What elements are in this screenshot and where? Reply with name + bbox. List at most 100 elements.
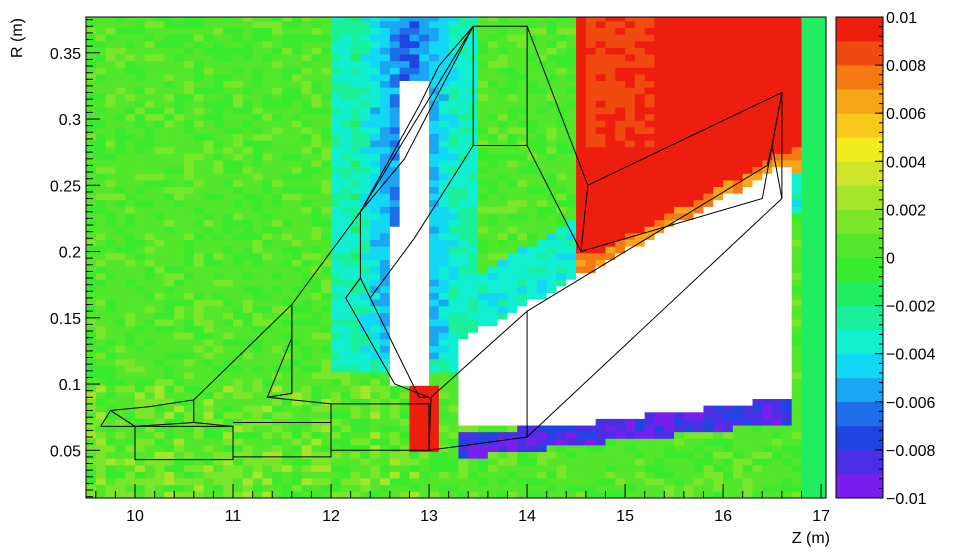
heatmap-cell bbox=[242, 285, 254, 294]
heatmap-cell bbox=[507, 385, 518, 393]
heatmap-cell bbox=[389, 438, 401, 446]
heatmap-cell bbox=[95, 478, 106, 486]
heatmap-cell bbox=[566, 80, 577, 88]
heatmap-cell bbox=[301, 279, 312, 287]
heatmap-cell bbox=[713, 332, 724, 340]
heatmap-cell bbox=[517, 179, 528, 188]
heatmap-cell bbox=[242, 73, 254, 82]
heatmap-cell bbox=[674, 87, 685, 95]
heatmap-cell bbox=[615, 358, 626, 366]
heatmap-cell bbox=[380, 113, 391, 121]
heatmap-cell bbox=[223, 126, 234, 135]
heatmap-cell bbox=[193, 232, 205, 241]
heatmap-cell bbox=[86, 80, 97, 88]
heatmap-cell bbox=[713, 219, 724, 227]
heatmap-cell bbox=[478, 47, 489, 55]
heatmap-cell bbox=[262, 54, 273, 62]
heatmap-cell bbox=[144, 458, 156, 466]
heatmap-cell bbox=[458, 299, 469, 307]
heatmap-cell bbox=[664, 478, 675, 486]
heatmap-cell bbox=[340, 34, 352, 42]
heatmap-cell bbox=[517, 113, 528, 121]
heatmap-cell bbox=[585, 445, 597, 453]
heatmap-cell bbox=[419, 232, 430, 241]
heatmap-cell bbox=[595, 411, 606, 419]
heatmap-cell bbox=[595, 17, 606, 22]
heatmap-cell bbox=[331, 67, 342, 75]
heatmap-cell bbox=[213, 484, 224, 492]
heatmap-cell bbox=[370, 186, 381, 194]
heatmap-cell bbox=[693, 107, 704, 115]
heatmap-cell bbox=[193, 27, 205, 35]
heatmap-cell bbox=[556, 213, 567, 221]
heatmap-cell bbox=[683, 319, 695, 327]
heatmap-cell bbox=[497, 213, 508, 221]
heatmap-cell bbox=[674, 319, 685, 327]
heatmap-cell bbox=[115, 133, 126, 141]
heatmap-cell bbox=[713, 47, 724, 55]
heatmap-cell bbox=[576, 425, 587, 433]
heatmap-cell bbox=[340, 67, 352, 75]
heatmap-cell bbox=[144, 193, 156, 201]
heatmap-cell bbox=[135, 67, 146, 75]
heatmap-cell bbox=[399, 458, 410, 466]
heatmap-cell bbox=[429, 173, 440, 181]
heatmap-cell bbox=[703, 17, 714, 22]
heatmap-cell bbox=[164, 213, 175, 221]
heatmap-cell bbox=[634, 133, 646, 141]
heatmap-cell bbox=[468, 166, 479, 174]
heatmap-cell bbox=[213, 186, 224, 194]
heatmap-cell bbox=[213, 20, 224, 29]
heatmap-cell bbox=[448, 365, 459, 373]
heatmap-cell bbox=[644, 93, 655, 101]
heatmap-cell bbox=[125, 484, 136, 492]
heatmap-cell bbox=[144, 140, 156, 148]
heatmap-cell bbox=[497, 146, 508, 154]
heatmap-cell bbox=[301, 259, 312, 267]
heatmap-cell bbox=[164, 451, 175, 459]
heatmap-cell bbox=[605, 358, 616, 366]
heatmap-cell bbox=[380, 232, 391, 241]
heatmap-cell bbox=[556, 133, 567, 141]
heatmap-cell bbox=[693, 319, 704, 327]
heatmap-cell bbox=[693, 378, 704, 386]
heatmap-cell bbox=[144, 213, 156, 221]
heatmap-cell bbox=[262, 299, 273, 307]
heatmap-cell bbox=[732, 246, 744, 254]
heatmap-cell bbox=[546, 325, 557, 333]
heatmap-cell bbox=[135, 292, 146, 300]
heatmap-cell bbox=[683, 193, 695, 201]
heatmap-cell bbox=[693, 445, 704, 453]
heatmap-cell bbox=[184, 146, 195, 154]
heatmap-cell bbox=[683, 140, 695, 148]
heatmap-cell bbox=[105, 213, 116, 221]
heatmap-cell bbox=[174, 113, 185, 121]
heatmap-cell bbox=[693, 173, 704, 181]
heatmap-cell bbox=[399, 67, 410, 75]
heatmap-cell bbox=[389, 20, 401, 29]
heatmap-cell bbox=[517, 259, 528, 267]
heatmap-cell bbox=[203, 54, 214, 62]
heatmap-cell bbox=[154, 266, 165, 274]
heatmap-cell bbox=[144, 133, 156, 141]
heatmap-cell bbox=[468, 305, 479, 313]
heatmap-cell bbox=[605, 186, 616, 194]
heatmap-cell bbox=[164, 272, 175, 280]
heatmap-cell bbox=[340, 332, 352, 340]
heatmap-cell bbox=[282, 186, 293, 194]
heatmap-cell bbox=[683, 107, 695, 115]
heatmap-cell bbox=[154, 206, 165, 214]
heatmap-cell bbox=[115, 140, 126, 148]
heatmap-cell bbox=[654, 405, 665, 413]
heatmap-cell bbox=[242, 299, 254, 307]
heatmap-cell bbox=[507, 458, 518, 466]
heatmap-cell bbox=[566, 160, 577, 168]
heatmap-cell bbox=[693, 425, 704, 433]
heatmap-cell bbox=[223, 160, 234, 168]
heatmap-cell bbox=[507, 246, 518, 254]
heatmap-cell bbox=[703, 445, 714, 453]
heatmap-cell bbox=[223, 100, 234, 108]
heatmap-cell bbox=[291, 491, 303, 498]
heatmap-cell bbox=[595, 458, 606, 466]
heatmap-cell bbox=[625, 60, 636, 68]
